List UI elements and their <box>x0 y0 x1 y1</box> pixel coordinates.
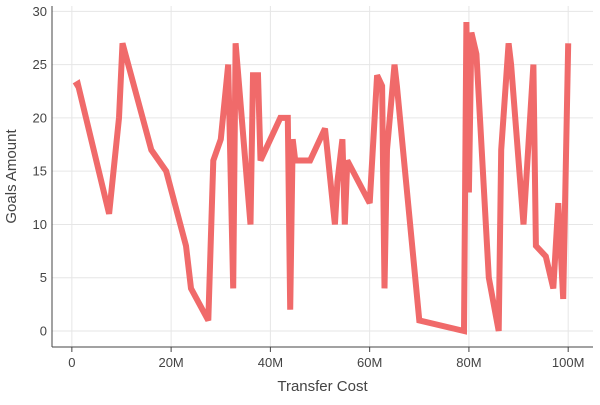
x-tick-label: 0 <box>68 355 75 370</box>
tick-labels: 0 20M 40M 60M 80M 100M 0 5 10 15 20 25 30 <box>33 4 585 370</box>
axes <box>51 6 593 348</box>
x-tick-label: 80M <box>456 355 481 370</box>
y-tick-label: 15 <box>33 164 47 179</box>
y-tick-label: 5 <box>40 270 47 285</box>
y-tick-label: 20 <box>33 110 47 125</box>
y-axis-title: Goals Amount <box>3 129 20 224</box>
series-line <box>72 21 572 335</box>
x-tick-label: 40M <box>258 355 283 370</box>
x-axis-title: Transfer Cost <box>277 378 368 395</box>
y-tick-label: 25 <box>33 57 47 72</box>
y-tick-label: 10 <box>33 217 47 232</box>
series-layer <box>72 21 572 335</box>
x-tick-label: 20M <box>158 355 183 370</box>
x-tick-label: 60M <box>357 355 382 370</box>
y-tick-label: 0 <box>40 324 47 339</box>
y-tick-label: 30 <box>33 4 47 19</box>
x-tick-label: 100M <box>552 355 585 370</box>
